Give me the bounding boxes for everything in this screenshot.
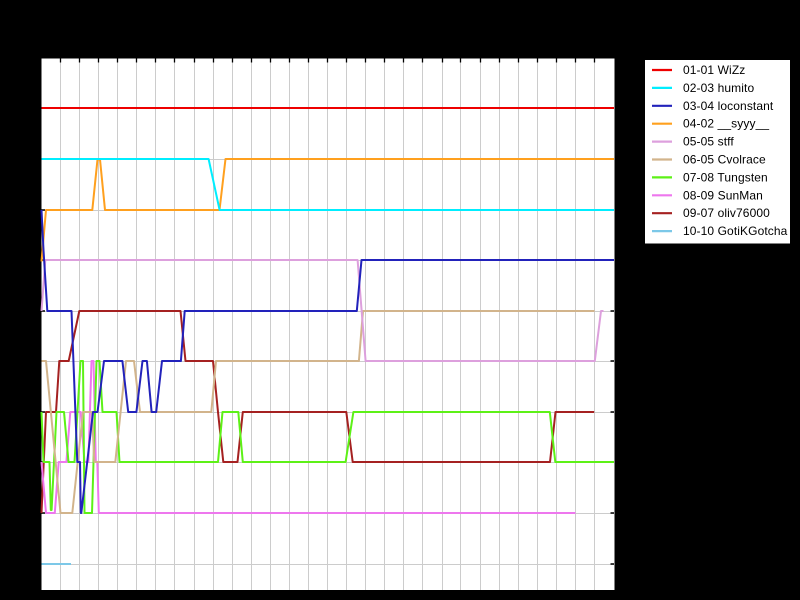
svg-text:08-09 SunMan: 08-09 SunMan xyxy=(683,188,763,202)
svg-text:07-08 Tungsten: 07-08 Tungsten xyxy=(683,170,768,184)
svg-text:01-01 WiZz: 01-01 WiZz xyxy=(683,63,745,77)
svg-text:05-05 stff: 05-05 stff xyxy=(683,135,734,149)
svg-text:03-04 loconstant: 03-04 loconstant xyxy=(683,99,774,113)
svg-text:09-07 oliv76000: 09-07 oliv76000 xyxy=(683,206,770,220)
svg-text:06-05 Cvolrace: 06-05 Cvolrace xyxy=(683,153,766,167)
svg-text:10-10 GotiKGotcha: 10-10 GotiKGotcha xyxy=(683,224,788,238)
svg-text:04-02 __syyy__: 04-02 __syyy__ xyxy=(683,117,769,131)
svg-text:02-03 humito: 02-03 humito xyxy=(683,81,754,95)
